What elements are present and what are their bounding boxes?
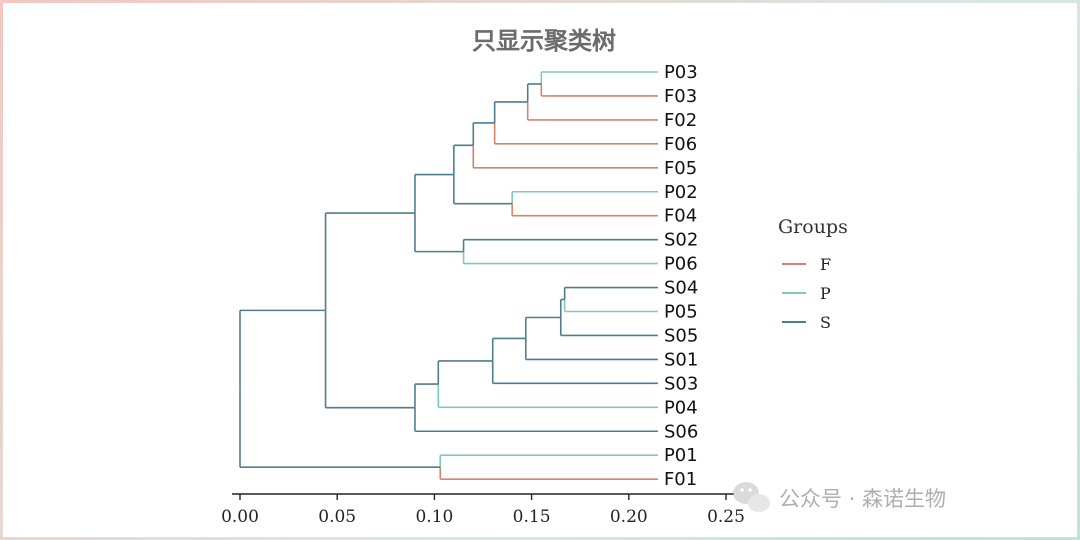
watermark: 公众号 · 森诺生物 <box>733 482 946 512</box>
leaf-label-S04: S04 <box>664 278 698 299</box>
leaf-label-F01: F01 <box>664 469 697 490</box>
leaf-label-S02: S02 <box>664 230 698 251</box>
leaf-label-S06: S06 <box>664 421 698 442</box>
x-tick-label: 0.05 <box>318 507 356 527</box>
leaf-label-P02: P02 <box>664 182 698 203</box>
leaf-label-P05: P05 <box>664 302 698 323</box>
leaf-label-F05: F05 <box>664 158 697 179</box>
legend-label-P: P <box>820 284 831 303</box>
dendrogram-chart: 只显示聚类树 P03 F03 F02 F06 F05 P02 F04 S02 P06 S04 P05… <box>221 27 946 527</box>
leaf-label-F03: F03 <box>664 86 697 107</box>
leaf-label-S03: S03 <box>664 373 698 394</box>
leaf-label-P03: P03 <box>664 62 698 83</box>
leaf-label-S05: S05 <box>664 325 698 346</box>
legend-label-S: S <box>820 313 831 332</box>
wechat-icon <box>733 482 770 512</box>
x-tick-label: 0.20 <box>610 507 648 527</box>
x-tick-label: 0.00 <box>221 507 259 527</box>
chart-frame: 只显示聚类树 P03 F03 F02 F06 F05 P02 F04 S02 P06 S04 P05… <box>3 3 1077 537</box>
leaf-label-F02: F02 <box>664 110 697 131</box>
watermark-text: 公众号 · 森诺生物 <box>779 487 946 511</box>
x-axis: 0.00 0.05 0.10 0.15 0.20 0.25 <box>221 493 745 527</box>
leaf-label-P01: P01 <box>664 445 698 466</box>
leaf-label-F06: F06 <box>664 134 697 155</box>
leaf-label-F04: F04 <box>664 206 697 227</box>
leaf-label-P06: P06 <box>664 254 698 275</box>
x-tick-label: 0.25 <box>707 507 745 527</box>
dendrogram-branches <box>239 71 658 480</box>
legend: Groups FPS <box>778 216 848 332</box>
leaf-label-S01: S01 <box>664 349 698 370</box>
chart-title: 只显示聚类树 <box>472 27 616 55</box>
x-tick-label: 0.15 <box>513 507 551 527</box>
leaf-label-P04: P04 <box>664 397 698 418</box>
x-tick-label: 0.10 <box>415 507 453 527</box>
legend-title: Groups <box>778 216 848 238</box>
legend-label-F: F <box>820 255 831 274</box>
